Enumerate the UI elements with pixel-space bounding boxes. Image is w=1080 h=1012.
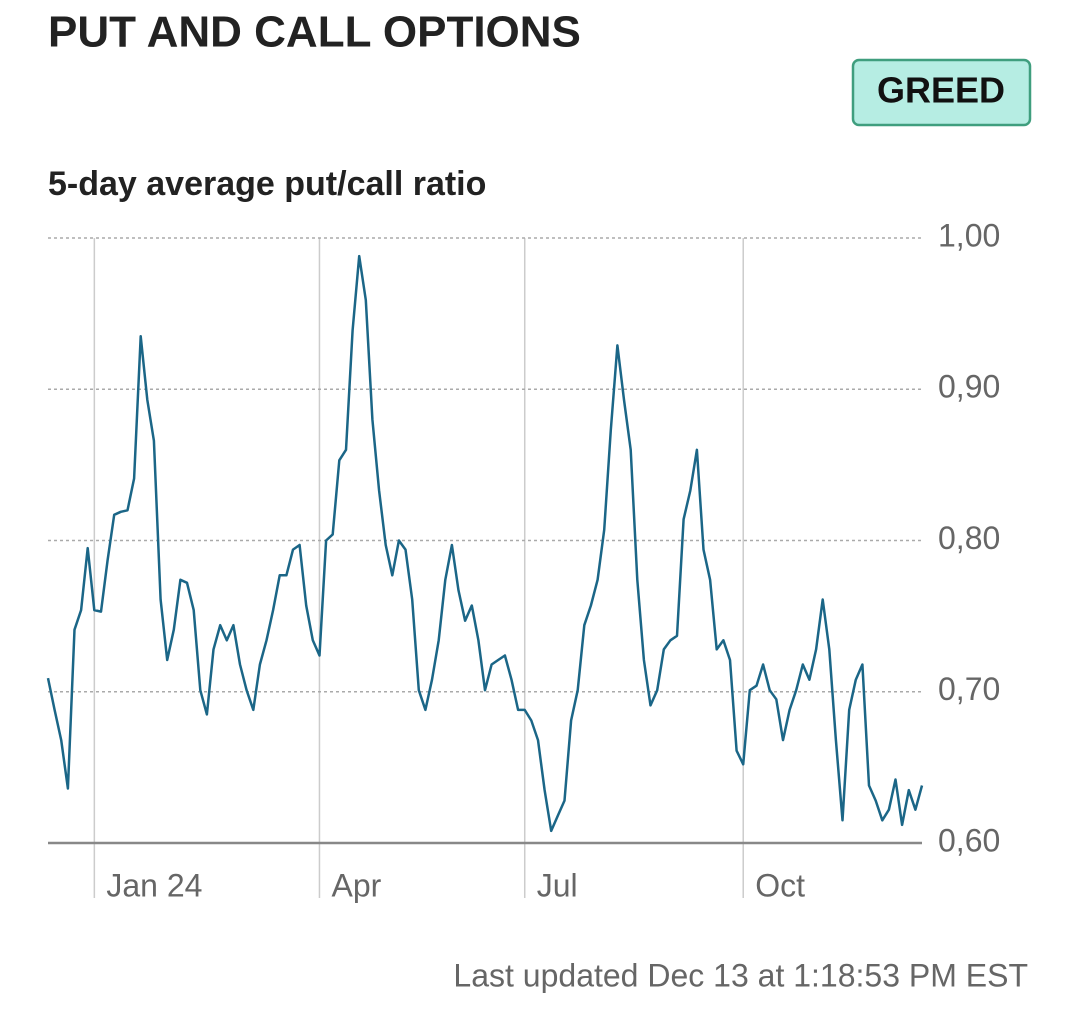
chart-title: PUT AND CALL OPTIONS xyxy=(48,8,581,57)
chart-subtitle: 5-day average put/call ratio xyxy=(48,165,486,203)
footer: Last updated Dec 13 at 1:18:53 PM EST xyxy=(453,957,1028,993)
x-tick-label: Oct xyxy=(755,867,805,903)
badge-box xyxy=(851,58,1032,127)
y-tick-label: 0,60 xyxy=(938,822,1000,858)
badge: GREED xyxy=(877,70,1005,111)
y-tick-label: 0,70 xyxy=(938,671,1000,707)
y-tick-label: 0,90 xyxy=(938,369,1000,405)
x-tick-label: Apr xyxy=(331,867,381,903)
line xyxy=(46,254,924,833)
y-tick-label: 1,00 xyxy=(938,217,1000,253)
y-tick-label: 0,80 xyxy=(938,520,1000,556)
x-tick-label: Jul xyxy=(537,867,578,903)
x-tick-label: Jan 24 xyxy=(106,867,202,903)
